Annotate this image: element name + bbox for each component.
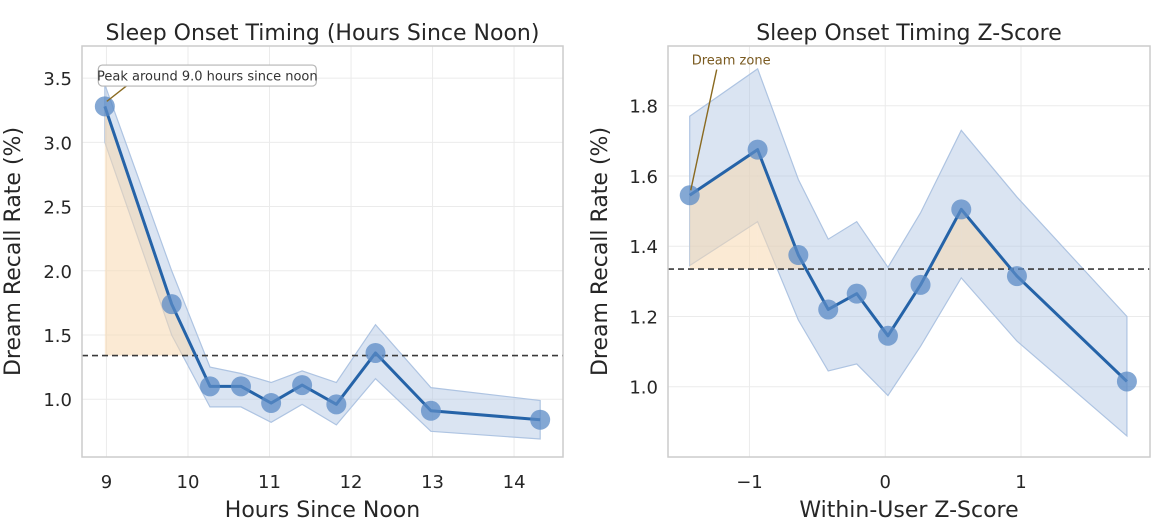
data-point: [951, 199, 972, 220]
series-line: [103, 105, 541, 422]
y-tick-label: 1.2: [629, 307, 658, 328]
plot-frame: [81, 45, 564, 458]
y-tick-label: 2.0: [43, 262, 72, 283]
annotation: Dream zone: [690, 54, 771, 191]
confidence-band: [689, 67, 1128, 438]
y-tick-label: 3.5: [43, 69, 72, 90]
y-tick-label: 1.0: [629, 378, 658, 399]
y-tick-label: 3.0: [43, 133, 72, 154]
data-point: [846, 283, 867, 304]
annotation-text: Peak around 9.0 hours since noon: [97, 70, 318, 85]
annotation: Peak around 9.0 hours since noon: [97, 64, 318, 102]
x-tick-label: 14: [503, 472, 526, 493]
chart-panel-1: Peak around 9.0 hours since noon 9 10 11 12 1…: [1, 21, 564, 523]
x-tick-label: 1: [1015, 472, 1026, 493]
plot-frame: [667, 45, 1151, 458]
data-point: [910, 274, 931, 295]
data-point: [161, 294, 182, 315]
data-point: [877, 325, 898, 346]
data-point: [292, 375, 313, 396]
y-tick-label: 1.6: [629, 167, 658, 188]
data-point: [747, 139, 768, 160]
x-tick-label: 0: [880, 472, 891, 493]
data-point: [326, 394, 347, 415]
chart-title: Sleep Onset Timing (Hours Since Noon): [106, 21, 540, 46]
y-tick-label: 2.5: [43, 198, 72, 219]
data-point: [1006, 266, 1027, 287]
data-point: [788, 245, 809, 266]
x-axis-label: Hours Since Noon: [225, 498, 420, 523]
data-point: [261, 393, 282, 414]
x-tick-label: 10: [177, 472, 200, 493]
data-point: [818, 299, 839, 320]
annotation-text: Dream zone: [692, 54, 771, 69]
above-reference-fill: [104, 106, 172, 356]
y-tick-label: 1.4: [629, 237, 658, 258]
data-point: [420, 400, 441, 421]
y-axis-label: Dream Recall Rate (%): [588, 127, 613, 376]
data-point: [679, 185, 700, 206]
x-tick-label: 11: [258, 472, 281, 493]
x-tick-label: 13: [421, 472, 444, 493]
data-point: [230, 376, 251, 397]
y-tick-label: 1.8: [629, 97, 658, 118]
data-point: [94, 96, 115, 117]
x-axis-label: Within-User Z-Score: [799, 498, 1018, 523]
annotation-box: [97, 64, 317, 87]
data-point: [199, 376, 220, 397]
chart-title: Sleep Onset Timing Z-Score: [756, 21, 1062, 46]
y-axis-label: Dream Recall Rate (%): [1, 127, 26, 376]
data-point: [1116, 371, 1137, 392]
above-reference-fill: [689, 149, 758, 270]
y-tick-label: 1.0: [43, 390, 72, 411]
x-tick-label: 9: [101, 472, 112, 493]
series-line: [688, 148, 1128, 383]
x-tick-label: 12: [340, 472, 363, 493]
x-tick-label: −1: [736, 472, 763, 493]
data-point: [530, 409, 551, 430]
y-tick-label: 1.5: [43, 326, 72, 347]
data-point: [365, 342, 386, 363]
chart-panel-2: Dream zone −1 0 1 1.0 1.2 1.4 1.6 1.8 Sleep Onset…: [588, 21, 1151, 523]
confidence-band: [104, 84, 541, 440]
annotation-arrow: [690, 69, 718, 191]
annotation-arrow: [106, 85, 127, 102]
